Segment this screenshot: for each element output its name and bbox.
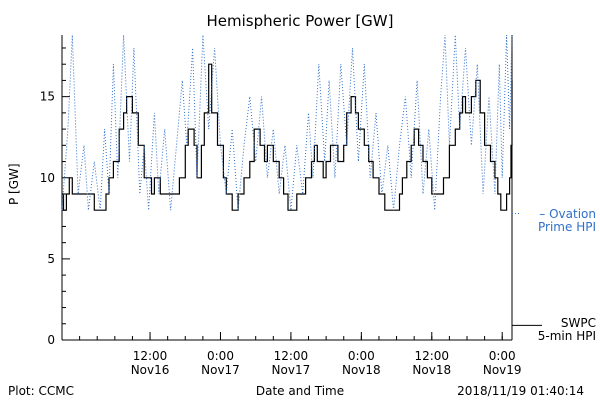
x-tick-label-time: 0:00 (489, 349, 516, 363)
plot-credit: Plot: CCMC (8, 384, 74, 398)
x-tick-label-date: Nov19 (483, 363, 522, 377)
plot-timestamp: 2018/11/19 01:40:14 (457, 384, 584, 398)
legend-swpc-line2: 5-min HPI (537, 329, 596, 343)
x-tick-label-date: Nov17 (272, 363, 311, 377)
x-tick-label-time: 12:00 (133, 349, 168, 363)
chart-title: Hemispheric Power [GW] (206, 12, 394, 30)
series-line-swpc (62, 63, 513, 211)
y-tick-label: 10 (40, 171, 55, 185)
x-tick-label-date: Nov18 (342, 363, 381, 377)
x-tick-label-date: Nov18 (412, 363, 451, 377)
x-axis-label: Date and Time (255, 384, 345, 398)
x-tick-label-time: 0:00 (207, 349, 234, 363)
y-axis-label: P [GW] (7, 163, 21, 205)
y-tick-label: 0 (47, 333, 55, 347)
legend-ovation-line2: Prime HPI (538, 220, 596, 234)
x-tick-label-date: Nov16 (131, 363, 170, 377)
x-tick-label-time: 12:00 (274, 349, 309, 363)
x-tick-label-time: 0:00 (348, 349, 375, 363)
x-tick-label-time: 12:00 (414, 349, 449, 363)
legend-swpc-line1: SWPC (560, 316, 596, 330)
y-tick-label: 15 (40, 90, 55, 104)
series-line-ovation (61, 34, 513, 211)
x-tick-label-date: Nov17 (201, 363, 240, 377)
y-tick-label: 5 (47, 252, 55, 266)
legend-ovation-prime: – Ovation Prime HPI (520, 208, 596, 234)
legend-swpc: SWPC 5-min HPI (520, 317, 596, 343)
legend-ovation-line1: – Ovation (539, 207, 596, 221)
